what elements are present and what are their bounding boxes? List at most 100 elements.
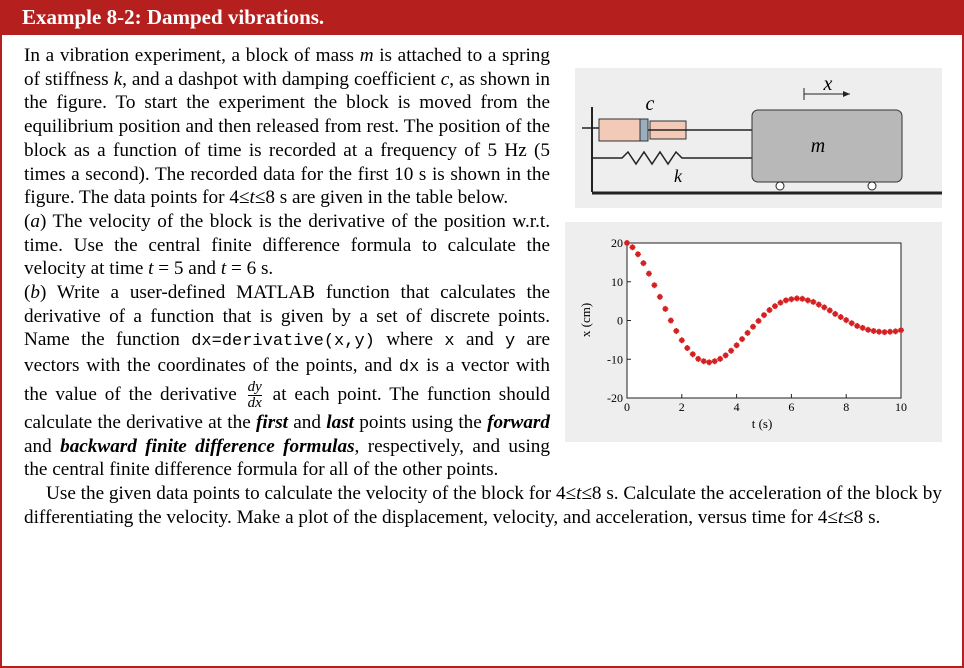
paragraph: (b) Write a user-defined MATLAB function…: [24, 281, 942, 482]
data-point: [629, 244, 636, 251]
numerator: dy: [247, 378, 262, 396]
y-tick-label: 10: [611, 275, 623, 289]
text: forward: [487, 411, 550, 433]
text: k: [113, 68, 123, 90]
position-label: x: [823, 73, 833, 95]
code: y: [505, 332, 516, 352]
text: c: [440, 68, 450, 90]
data-point: [815, 301, 822, 308]
text: s. Calculate the acceleration of the blo…: [24, 482, 942, 528]
data-point: [744, 329, 751, 336]
data-point: [837, 314, 844, 321]
data-point: [898, 327, 904, 334]
y-axis-label: x (cm): [578, 303, 593, 337]
data-point: [766, 307, 773, 314]
data-point: [804, 297, 811, 304]
text: last: [326, 411, 355, 433]
data-point: [876, 328, 883, 335]
x-tick-label: 4: [734, 400, 740, 414]
data-point: [634, 251, 641, 258]
data-point: [755, 317, 762, 324]
code: dx: [398, 358, 420, 378]
data-point: [777, 299, 784, 306]
text: first: [256, 411, 289, 433]
data-point: [640, 260, 647, 267]
data-point: [667, 317, 674, 324]
text: (: [24, 210, 31, 232]
data-point: [865, 326, 872, 333]
text: t: [220, 258, 227, 280]
spring-label: k: [674, 166, 683, 186]
text: 4≤: [817, 506, 838, 528]
text: 4≤: [555, 482, 577, 504]
damping-label: c: [646, 93, 655, 115]
data-point: [793, 295, 800, 302]
data-point: [848, 320, 855, 327]
text: = 5 and: [153, 258, 221, 280]
text: m: [359, 45, 374, 66]
data-point: [892, 328, 899, 335]
data-point: [832, 310, 839, 317]
x-tick-label: 8: [843, 400, 849, 414]
x-tick-label: 0: [624, 400, 630, 414]
text: s.: [863, 506, 881, 528]
text: is a vector with the value of the deriva…: [24, 355, 550, 405]
dashpot-cylinder: [598, 118, 642, 142]
text: t: [148, 258, 154, 280]
data-point: [684, 345, 691, 352]
data-point: [700, 358, 707, 365]
data-point: [843, 317, 850, 324]
y-tick-label: 20: [611, 236, 623, 250]
data-point: [656, 293, 663, 300]
text: and: [24, 435, 61, 457]
text: is attached to a spring of stiffness: [24, 45, 550, 90]
wheel: [867, 181, 877, 191]
y-tick-label: -10: [607, 352, 623, 366]
data-point: [624, 240, 630, 246]
data-point: [859, 324, 866, 331]
text: and: [288, 411, 327, 433]
text: t: [837, 506, 844, 528]
text: ≤8: [843, 506, 864, 528]
x-tick-label: 10: [895, 400, 907, 414]
y-tick-label: -20: [607, 391, 623, 405]
code: x: [444, 332, 455, 352]
paragraph: Use the given data points to calculate t…: [24, 482, 942, 529]
figure: c k m x t (s) x (cm) 0 2 4 6 8 10 -20 -10 0 10 20: [565, 68, 942, 442]
paragraph: (a) The velocity of the block is the der…: [24, 210, 942, 281]
data-point: [788, 296, 795, 303]
y-tick-label: 0: [617, 314, 623, 328]
text: , as shown in the figure. To start the e…: [24, 68, 550, 209]
x-tick-label: 6: [788, 400, 794, 414]
data-point: [750, 323, 757, 330]
data-point: [695, 355, 702, 362]
text: where: [374, 329, 445, 351]
wheel: [775, 181, 785, 191]
data-point: [739, 336, 746, 343]
text: backward finite difference formulas: [60, 435, 355, 457]
text: s are given in the table below.: [274, 187, 509, 209]
text-body: In a vibration experiment, a block of ma…: [24, 44, 942, 529]
data-point: [711, 358, 718, 365]
data-point: [761, 312, 767, 319]
data-point: [799, 295, 806, 302]
text: , and a dashpot with damping coefficient: [122, 68, 441, 90]
denominator: dx: [247, 394, 262, 411]
data-point: [854, 322, 861, 329]
mass-label: m: [811, 135, 825, 157]
paragraph: In a vibration experiment, a block of ma…: [24, 44, 942, 210]
text: = 6 s.: [226, 258, 274, 280]
text: 4≤: [229, 187, 250, 209]
data-point: [689, 351, 696, 358]
text: t: [576, 482, 582, 504]
data-point: [651, 282, 658, 289]
data-point: [887, 328, 894, 335]
text: at each point. The function should calcu…: [24, 383, 550, 433]
data-point: [728, 347, 735, 354]
code: dx=derivative(x,y): [191, 332, 375, 352]
data-point: [821, 304, 828, 311]
data-point: [771, 303, 778, 310]
x-axis-label: t (s): [752, 416, 773, 431]
data-point: [706, 359, 713, 366]
